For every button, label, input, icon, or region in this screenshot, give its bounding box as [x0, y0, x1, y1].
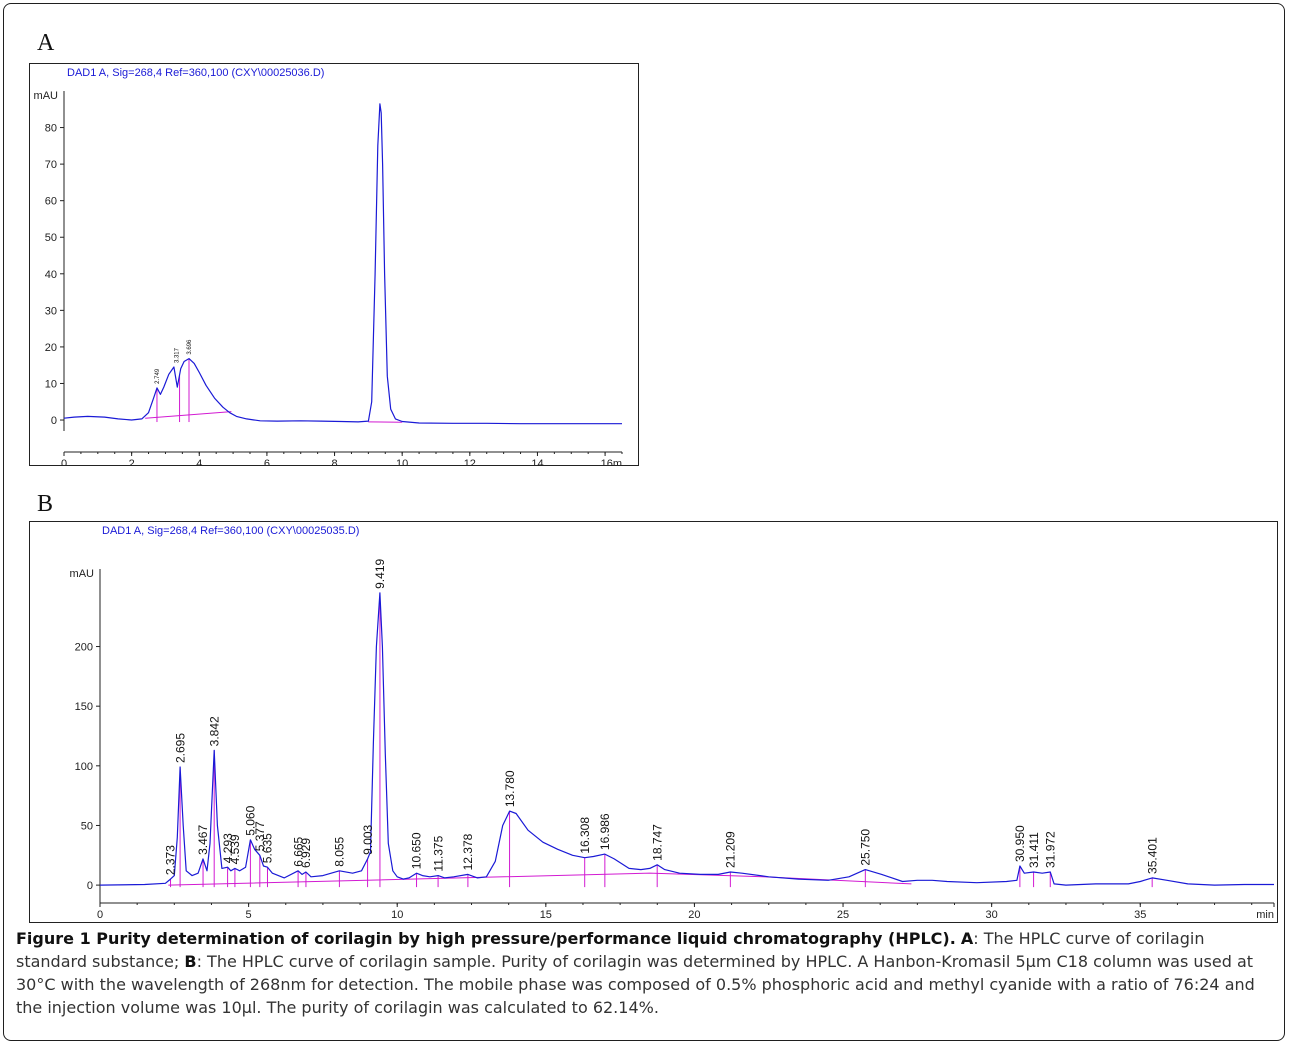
y-tick-label: 30 [45, 305, 57, 317]
x-tick-label: 35 [1134, 909, 1146, 921]
y-axis-label: mAU [34, 90, 59, 102]
y-tick-label: 150 [75, 701, 93, 713]
peak-label: 3.842 [207, 716, 221, 746]
y-tick-label: 60 [45, 196, 57, 208]
caption-a-text: : The HPLC curve of corilagin standard s… [16, 929, 1205, 971]
y-tick-label: 70 [45, 159, 57, 171]
peak-label: 2.749 [155, 368, 161, 384]
y-tick-label: 40 [45, 269, 57, 281]
peak-label: 6.665 [291, 836, 305, 866]
peak-label: 35.401 [1145, 837, 1159, 874]
y-tick-label: 200 [75, 642, 93, 654]
y-tick-label: 20 [45, 342, 57, 354]
peak-label: 4.293 [221, 833, 235, 863]
x-tick-label: 25 [837, 909, 849, 921]
peak-label: 4.539 [228, 834, 242, 864]
peak-label: 10.650 [410, 832, 424, 869]
y-tick-label: 100 [75, 761, 93, 773]
x-tick-label: 0 [97, 909, 103, 921]
y-tick-label: 50 [45, 232, 57, 244]
x-tick-label: 8 [331, 458, 337, 466]
x-tick-label: 10 [396, 458, 408, 466]
chromatogram-trace [99, 592, 1274, 886]
y-axis-label: mAU [70, 568, 95, 580]
peak-label: 3.467 [196, 825, 210, 855]
caption-b-text: : The HPLC curve of corilagin sample. Pu… [16, 952, 1255, 1017]
peak-label: 25.750 [859, 829, 873, 866]
x-tick-label: 12 [464, 458, 476, 466]
x-tick-label: 30 [986, 909, 998, 921]
x-tick-label: 4 [196, 458, 202, 466]
figure-frame [3, 3, 1285, 1041]
peak-label: 3.696 [187, 339, 193, 355]
y-tick-label: 0 [51, 415, 57, 427]
y-tick-label: 10 [45, 378, 57, 390]
panel-b-letter: B [37, 491, 54, 517]
caption-title: Figure 1 Purity determination of corilag… [16, 929, 956, 948]
peak-label: 18.747 [650, 824, 664, 861]
x-tick-label: 20 [688, 909, 700, 921]
peak-label: 21.209 [724, 831, 738, 868]
peak-label: 30.950 [1013, 825, 1027, 862]
y-tick-label: 50 [81, 820, 93, 832]
figure-caption: Figure 1 Purity determination of corilag… [16, 927, 1278, 1019]
peak-label: 6.929 [299, 838, 313, 868]
peak-label: 16.986 [598, 813, 612, 850]
peak-label: 31.411 [1027, 832, 1041, 868]
peak-label: 5.635 [261, 833, 275, 863]
peak-label: 16.308 [578, 817, 592, 854]
chromatogram-trace [63, 103, 622, 425]
chart-b-plot: DAD1 A, Sig=268,4 Ref=360,100 (CXY\00025… [29, 521, 1278, 923]
peak-label: 9.419 [373, 559, 387, 589]
peak-label: 2.373 [164, 845, 178, 875]
chart-frame [29, 521, 1278, 923]
y-tick-label: 80 [45, 123, 57, 135]
caption-a-label: A [960, 929, 974, 948]
peak-label: 13.780 [503, 770, 517, 807]
chart-a-plot: DAD1 A, Sig=268,4 Ref=360,100 (CXY\00025… [29, 63, 639, 466]
chart-title: DAD1 A, Sig=268,4 Ref=360,100 (CXY\00025… [67, 67, 324, 79]
peak-label: 31.972 [1043, 831, 1057, 868]
peak-label: 9.003 [361, 825, 375, 855]
x-tick-label: 16m [601, 458, 622, 466]
x-tick-label: 10 [391, 909, 403, 921]
peak-label: 11.375 [431, 835, 445, 871]
x-tick-label: 14 [531, 458, 543, 466]
peak-label: 5.377 [253, 821, 267, 851]
chart-title: DAD1 A, Sig=268,4 Ref=360,100 (CXY\00025… [102, 525, 359, 537]
x-tick-label: 5 [246, 909, 252, 921]
x-tick-label: 15 [540, 909, 552, 921]
peak-label: 12.378 [461, 833, 475, 870]
x-tick-label: 6 [264, 458, 270, 466]
x-tick-label: 2 [129, 458, 135, 466]
peak-label: 2.695 [173, 733, 187, 763]
panel-a-letter: A [37, 30, 55, 56]
x-tick-label: min [1256, 909, 1274, 921]
integration-baseline [145, 411, 232, 419]
peak-label: 8.055 [333, 836, 347, 866]
peak-label: 5.060 [244, 805, 258, 835]
x-tick-label: 0 [61, 458, 67, 466]
peak-label: 3.317 [174, 347, 180, 363]
caption-b-label: B [184, 952, 197, 971]
chart-frame [29, 63, 639, 466]
y-tick-label: 0 [87, 880, 93, 892]
